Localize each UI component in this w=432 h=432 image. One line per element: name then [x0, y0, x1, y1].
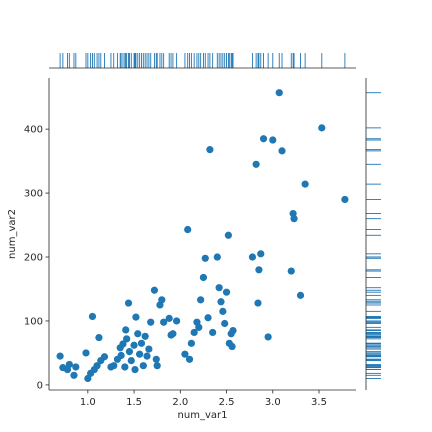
scatter-point — [150, 286, 159, 294]
scatter-point — [184, 225, 192, 234]
scatter-point — [152, 355, 160, 363]
scatter-point — [187, 339, 195, 347]
scatter-point — [296, 291, 305, 299]
scatter-point — [185, 355, 194, 363]
scatter-point — [229, 326, 237, 335]
x-axis-ticks: 1.0 1.5 2.0 2.5 3.0 3.5 — [80, 390, 327, 408]
scatter-point — [318, 124, 326, 132]
scatter-point — [255, 266, 263, 274]
scatter-point — [287, 267, 295, 275]
scatter-point — [181, 350, 189, 358]
scatter-point — [228, 342, 236, 351]
scatter-point — [70, 371, 78, 379]
scatter-point — [143, 352, 151, 360]
x-tick-label: 3.0 — [265, 397, 281, 408]
scatter-point — [122, 326, 130, 334]
scatter-point — [132, 313, 140, 321]
scatter-point — [197, 296, 205, 304]
scatter-point — [119, 340, 127, 348]
scatter-point — [201, 254, 209, 262]
scatter-point — [100, 353, 109, 361]
x-axis-label: num_var1 — [178, 410, 228, 421]
scatter-points — [56, 89, 349, 383]
scatter-point — [145, 345, 153, 353]
scatter-point — [173, 317, 181, 325]
scatter-point — [199, 273, 208, 282]
scatter-point — [301, 180, 309, 188]
scatter-point — [217, 298, 225, 306]
scatter-point — [275, 89, 283, 97]
y-tick-label: 0 — [37, 380, 43, 391]
x-tick-label: 2.5 — [219, 397, 235, 408]
scatter-point — [290, 215, 298, 223]
scatter-point — [147, 318, 155, 326]
scatter-point — [65, 360, 73, 369]
scatter-point — [213, 253, 221, 261]
x-tick-label: 2.0 — [172, 397, 188, 408]
scatter-point — [169, 330, 177, 338]
scatter-point — [259, 135, 268, 143]
y-axis-ticks: 0 100 200 300 400 — [24, 125, 49, 391]
scatter-point — [125, 348, 134, 356]
scatter-point — [219, 307, 227, 315]
scatter-point — [127, 356, 135, 365]
scatter-point — [110, 362, 118, 370]
y-tick-label: 100 — [24, 316, 43, 327]
scatter-point — [123, 335, 131, 343]
y-tick-label: 400 — [24, 125, 43, 136]
scatter-point — [137, 339, 146, 347]
scatter-point — [136, 350, 144, 358]
scatter-point — [206, 146, 214, 154]
scatter-point — [117, 351, 125, 360]
scatter-point — [165, 314, 173, 322]
x-tick-label: 1.0 — [80, 397, 96, 408]
scatter-point — [195, 323, 203, 331]
scatter-point — [95, 333, 103, 342]
scatter-point — [153, 362, 161, 370]
scatter-point — [204, 314, 212, 322]
y-axis-label: num_var2 — [7, 209, 18, 259]
scatter-point — [264, 333, 272, 341]
scatter-point — [254, 299, 262, 307]
scatter-point — [190, 328, 198, 337]
scatter-point — [221, 319, 229, 328]
scatter-point — [158, 296, 166, 304]
scatter-point — [141, 332, 149, 340]
scatter-point — [222, 288, 231, 296]
scatter-point — [252, 160, 260, 168]
scatter-point — [160, 318, 168, 326]
y-tick-label: 300 — [24, 189, 43, 200]
x-tick-label: 1.5 — [126, 397, 142, 408]
scatter-point — [121, 363, 129, 371]
scatter-point — [341, 195, 349, 204]
scatter-point — [269, 136, 277, 144]
scatter-point — [93, 362, 101, 370]
scatter-point — [134, 330, 142, 338]
scatter-point — [88, 312, 97, 321]
scatter-point — [248, 253, 257, 261]
scatter-point — [209, 328, 217, 337]
scatter-point — [224, 231, 232, 239]
scatter-point — [278, 147, 286, 155]
right-marginal-rug — [366, 92, 381, 379]
scatter-point — [72, 363, 80, 371]
scatter-point — [139, 362, 147, 370]
scatter-point — [131, 365, 139, 374]
scatter-point — [257, 250, 265, 258]
scatter-point — [82, 349, 90, 357]
top-marginal-rug — [59, 53, 346, 68]
x-tick-label: 3.5 — [311, 397, 327, 408]
scatter-point — [130, 341, 138, 349]
scatter-point — [124, 299, 133, 307]
scatter-point — [56, 352, 64, 360]
y-tick-label: 200 — [24, 253, 43, 264]
scatter-point — [215, 284, 223, 292]
